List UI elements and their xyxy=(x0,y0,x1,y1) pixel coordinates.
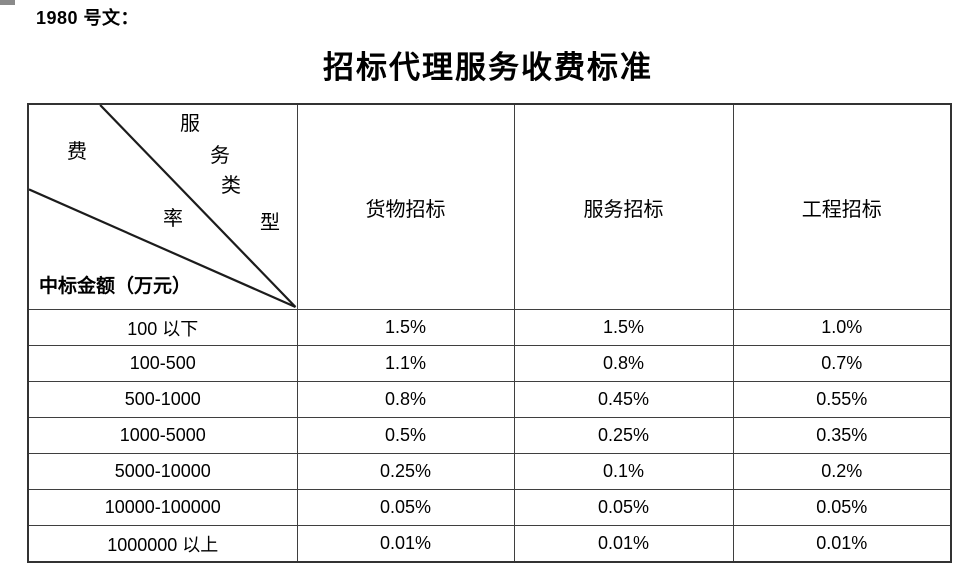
rate-cell: 0.55% xyxy=(732,381,952,418)
service-type-label-char: 服 xyxy=(180,113,200,135)
rate-cell: 1.1% xyxy=(296,345,515,382)
rate-cell: 0.01% xyxy=(732,525,952,563)
amount-range-cell: 1000-5000 xyxy=(27,417,298,454)
fee-rate-label-char: 费 xyxy=(67,141,87,163)
column-header-goods: 货物招标 xyxy=(296,103,515,310)
rate-cell: 1.0% xyxy=(732,309,952,346)
amount-range-cell: 500-1000 xyxy=(27,381,298,418)
table-row: 1000-5000 0.5% 0.25% 0.35% xyxy=(27,417,952,454)
doc-reference: 1980 号文： xyxy=(36,8,140,28)
amount-axis-label: 中标金额（万元） xyxy=(39,276,192,297)
column-header-engineering: 工程招标 xyxy=(732,103,952,310)
rate-cell: 0.1% xyxy=(513,453,734,490)
amount-range-cell: 100-500 xyxy=(27,345,298,382)
rate-cell: 0.45% xyxy=(513,381,734,418)
amount-range-cell: 5000-10000 xyxy=(27,453,298,490)
rate-cell: 1.5% xyxy=(513,309,734,346)
diagonal-divider-lines-icon xyxy=(29,105,297,309)
table-row: 5000-10000 0.25% 0.1% 0.2% xyxy=(27,453,952,490)
amount-range-cell: 10000-100000 xyxy=(27,489,298,526)
rate-cell: 0.05% xyxy=(296,489,515,526)
table-header-row: 费 服 务 类 率 型 中标金额（万元） 货物招标 服务招标 工程招标 xyxy=(27,103,952,310)
diagonal-header-cell: 费 服 务 类 率 型 中标金额（万元） xyxy=(27,103,298,310)
page-title: 招标代理服务收费标准 xyxy=(323,50,653,85)
table-row: 500-1000 0.8% 0.45% 0.55% xyxy=(27,381,952,418)
rate-cell: 1.5% xyxy=(296,309,515,346)
rate-cell: 0.05% xyxy=(732,489,952,526)
column-header-service: 服务招标 xyxy=(513,103,734,310)
rate-cell: 0.2% xyxy=(732,453,952,490)
table-row: 100-500 1.1% 0.8% 0.7% xyxy=(27,345,952,382)
service-type-label-char: 务 xyxy=(210,145,230,167)
table-row: 1000000 以上 0.01% 0.01% 0.01% xyxy=(27,525,952,563)
amount-range-cell: 100 以下 xyxy=(27,309,298,346)
rate-cell: 0.8% xyxy=(296,381,515,418)
scan-edge-artifact xyxy=(0,0,15,5)
rate-cell: 0.25% xyxy=(513,417,734,454)
fee-rate-label-char: 率 xyxy=(163,208,183,230)
rate-cell: 0.8% xyxy=(513,345,734,382)
rate-cell: 0.5% xyxy=(296,417,515,454)
amount-range-cell: 1000000 以上 xyxy=(27,525,298,563)
rate-cell: 0.05% xyxy=(513,489,734,526)
fee-table: 费 服 务 类 率 型 中标金额（万元） 货物招标 服务招标 工程招标 100 … xyxy=(27,103,952,563)
service-type-label-char: 类 xyxy=(221,175,241,197)
rate-cell: 0.7% xyxy=(732,345,952,382)
rate-cell: 0.01% xyxy=(513,525,734,563)
rate-cell: 0.01% xyxy=(296,525,515,563)
table-row: 10000-100000 0.05% 0.05% 0.05% xyxy=(27,489,952,526)
table-row: 100 以下 1.5% 1.5% 1.0% xyxy=(27,309,952,346)
rate-cell: 0.35% xyxy=(732,417,952,454)
rate-cell: 0.25% xyxy=(296,453,515,490)
service-type-label-char: 型 xyxy=(260,212,280,234)
